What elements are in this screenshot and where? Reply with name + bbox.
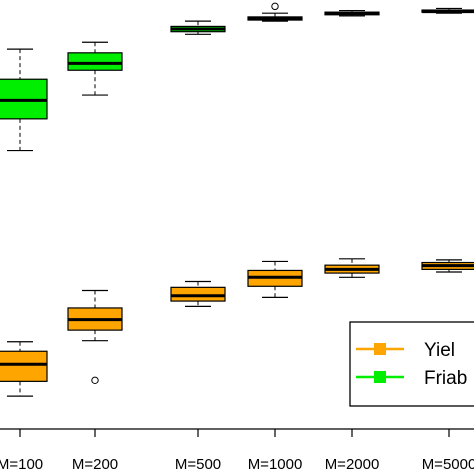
legend-label-friability: Friab [424, 368, 467, 389]
box [247, 2, 303, 22]
x-tick-label: M=100 [0, 456, 43, 473]
outlier-point [91, 376, 99, 385]
box [247, 260, 303, 298]
series-1 [0, 2, 474, 152]
box-body [0, 350, 48, 382]
x-tick-label: M=500 [175, 456, 221, 473]
box [170, 20, 226, 35]
legend-marker-yield [374, 343, 386, 355]
legend: Yiel Friab [349, 321, 474, 407]
legend-marker-friability [374, 371, 386, 383]
box [67, 41, 123, 96]
box [0, 48, 48, 152]
x-tick-label: M=5000 [422, 456, 474, 473]
box-series [0, 2, 474, 397]
legend-label-yield: Yiel [424, 340, 455, 361]
box [421, 7, 474, 14]
x-tick-label: M=1000 [248, 456, 303, 473]
box [67, 289, 123, 385]
box [170, 280, 226, 307]
x-tick-label: M=200 [72, 456, 118, 473]
series-0 [0, 258, 474, 397]
box-body [170, 286, 226, 302]
x-axis: M=100 M=200 M=500 M=1000 M=2000 M=5000 [0, 428, 474, 473]
box [324, 258, 380, 278]
box [0, 341, 48, 397]
box [324, 9, 380, 17]
legend-frame [349, 321, 474, 407]
outlier-point [271, 2, 279, 11]
box-body [67, 52, 123, 71]
x-tick-label: M=2000 [325, 456, 380, 473]
box [421, 259, 474, 273]
